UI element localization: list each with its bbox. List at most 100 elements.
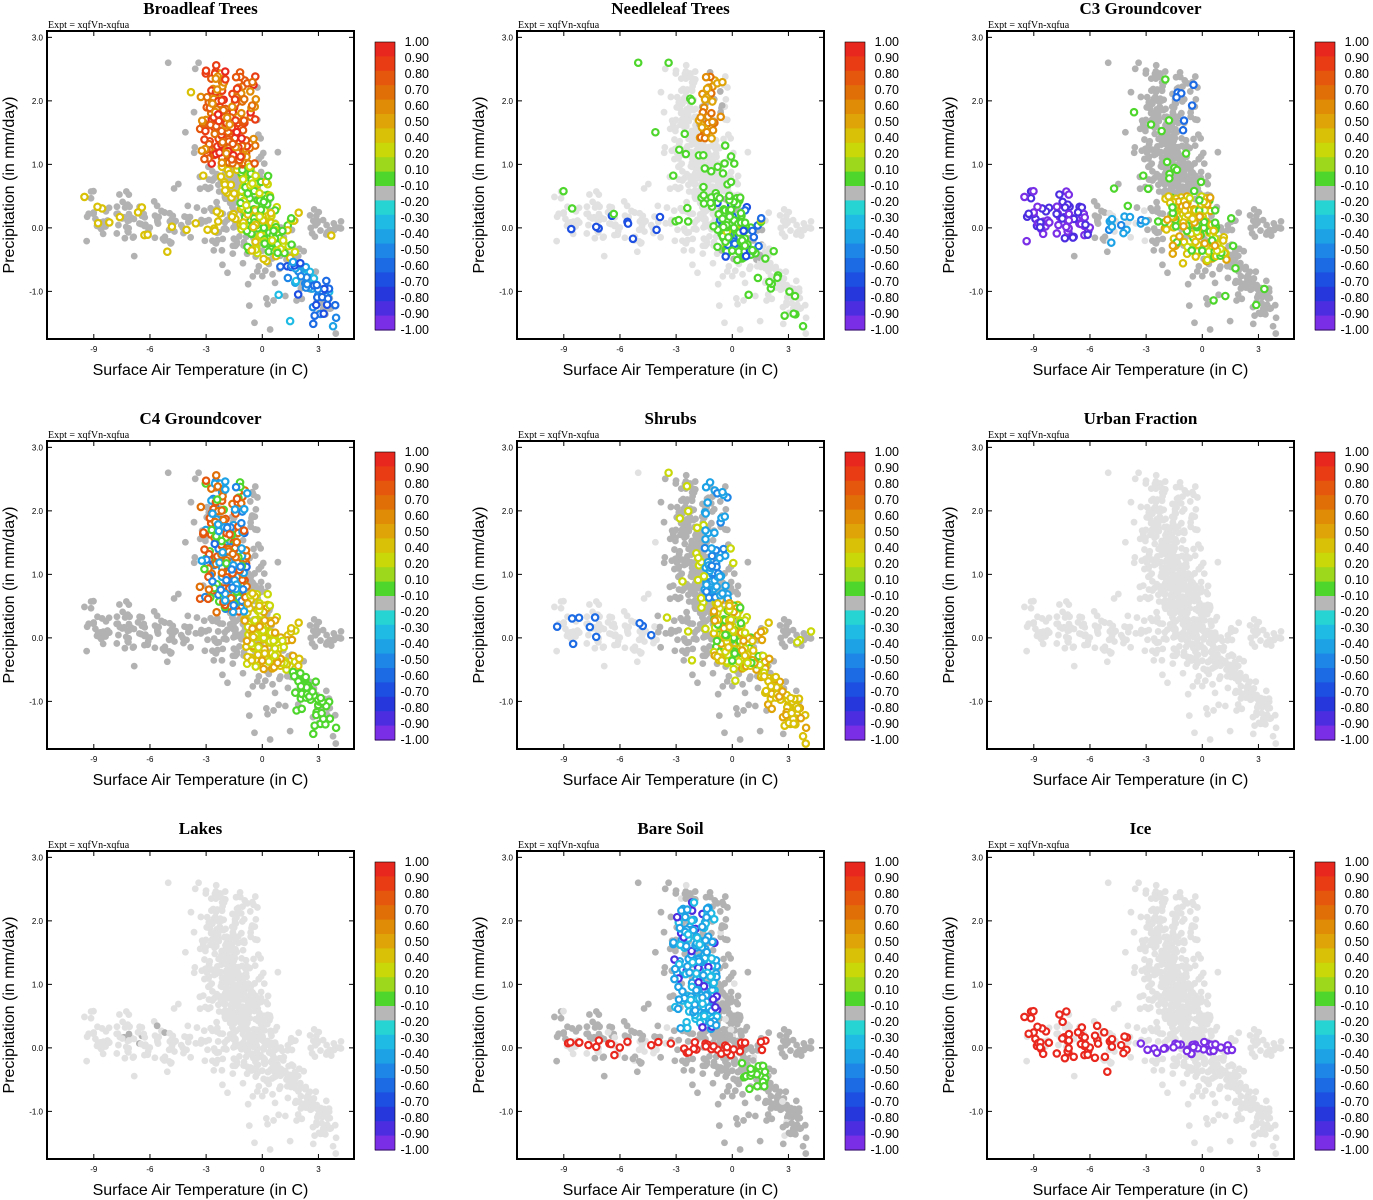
colorbar-swatch [845,711,865,727]
scatter-point-neutral [780,616,788,623]
scatter-point-colored [700,543,710,553]
scatter-point-colored [220,477,230,486]
scatter-point-neutral [667,503,675,511]
scatter-point-neutral [1141,155,1148,163]
colorbar-swatch [1315,42,1335,57]
scatter-point-colored [214,116,224,126]
scatter-point-neutral [204,185,212,193]
scatter-point-neutral [1198,272,1206,280]
scatter-point-neutral [660,559,668,567]
scatter-point-colored [251,171,260,181]
scatter-point-neutral [193,204,201,211]
scatter-point-colored [780,311,789,320]
colorbar-swatch [375,610,395,626]
scatter-point-colored [1107,222,1117,231]
scatter-point-neutral [311,643,319,651]
scatter-point-background [650,639,657,647]
y-axis-label: Precipitation (in mm/day) [1,507,18,684]
scatter-point-neutral [1158,97,1166,105]
colorbar-label: -0.50 [871,653,900,667]
scatter-point-neutral [113,620,121,628]
scatter-point-colored [225,530,234,539]
scatter-point-colored [1164,116,1174,125]
colorbar-swatch [375,56,395,72]
scatter-point-colored [239,221,248,231]
scatter-point-colored [1081,220,1090,230]
colorbar-label: -1.00 [401,733,430,747]
scatter-point-neutral [685,527,693,535]
scatter-point-colored [739,636,748,646]
colorbar-swatch [375,596,395,611]
scatter-point-colored [1163,215,1172,225]
scatter-point-colored [741,251,751,261]
scatter-point-neutral [672,477,680,485]
scatter-point-neutral [1267,304,1275,312]
scatter-point-neutral [677,531,684,539]
colorbar-label: 0.90 [875,51,899,65]
colorbar-label: -0.20 [401,605,430,619]
y-tick-label: 2.0 [502,507,514,516]
scatter-point-colored [740,651,750,660]
scatter-point-colored [720,159,729,168]
scatter-point-neutral [200,617,208,625]
scatter-point-colored [764,654,774,664]
scatter-point-colored [191,219,201,228]
experiment-label: Expt = xqfVn-xqfua [518,430,600,441]
colorbar-swatch [375,682,395,698]
scatter-point-background [679,167,686,175]
scatter-point-neutral [1204,172,1212,180]
scatter-point-colored [702,84,712,94]
scatter-point-background [797,304,805,312]
scatter-point-background [551,193,558,201]
colorbar-label: 0.40 [875,541,899,555]
scatter-point-colored [1020,192,1029,202]
y-tick-label: 3.0 [32,443,44,452]
scatter-point-colored [552,622,562,631]
scatter-point-background [667,93,675,101]
scatter-point-neutral [286,727,294,735]
scatter-point-neutral [1264,295,1272,302]
scatter-point-background [612,631,619,639]
scatter-point-neutral [270,297,277,304]
scatter-point-neutral [260,160,268,167]
scatter-point-colored [740,218,750,228]
scatter-point-neutral [174,590,182,598]
scatter-point-background [670,207,678,215]
scatter-point-colored [701,624,710,634]
scatter-point-background [595,210,603,218]
colorbar-swatch [1315,99,1335,115]
x-axis-label: Surface Air Temperature (in C) [93,772,309,789]
scatter-point-neutral [177,631,185,639]
scatter-point-neutral [190,559,198,567]
scatter-point-colored [699,182,708,192]
scatter-point-neutral [274,148,282,156]
scatter-point-colored [1052,202,1062,212]
y-tick-label: -1.0 [29,697,43,706]
scatter-point-colored [635,618,644,628]
scatter-point-colored [249,222,258,232]
scatter-point-colored [229,189,239,198]
colorbar-label: 0.80 [405,477,429,491]
colorbar-swatch [1315,157,1335,173]
colorbar-label: -0.90 [1341,307,1370,321]
scatter-point-neutral [1156,149,1163,157]
scatter-point-neutral [1133,204,1141,211]
colorbar-label: -0.70 [871,275,900,289]
colorbar-swatch [845,552,865,568]
scatter-point-neutral [1252,268,1260,276]
scatter-point-neutral [121,614,129,621]
scatter-point-colored [568,639,578,649]
scatter-point-colored [724,233,733,242]
scatter-point-background [691,187,699,194]
colorbar-label: -0.90 [401,717,430,731]
scatter-point-neutral [239,669,247,677]
scatter-point-neutral [281,292,289,300]
colorbar-swatch [1315,200,1335,216]
scatter-point-colored [331,313,341,323]
scatter-point-background [732,294,740,302]
colorbar-label: 1.00 [405,35,429,49]
scatter-point-colored [294,654,304,664]
colorbar-swatch [845,214,865,230]
scatter-point-neutral [119,198,127,206]
colorbar-swatch [375,725,395,741]
